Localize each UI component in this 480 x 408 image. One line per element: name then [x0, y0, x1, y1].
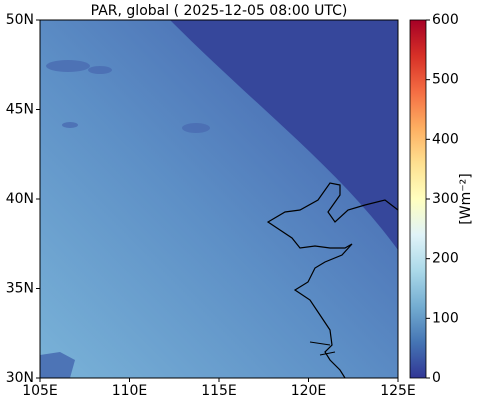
colorbar-tick-label: 100 [432, 310, 459, 326]
y-tick-label: 40N [6, 191, 34, 207]
cloud-patches [46, 60, 210, 133]
x-tick-label: 110E [112, 383, 148, 399]
colorbar-tick-label: 0 [432, 370, 441, 386]
y-tick-label: 35N [6, 281, 34, 297]
colorbar-tick-label: 300 [432, 191, 459, 207]
cloud-patch [40, 352, 75, 378]
colorbar-tick-label: 200 [432, 251, 459, 267]
x-tick-label: 120E [291, 383, 327, 399]
colorbar-tick-label: 400 [432, 131, 459, 147]
y-tick-label: 30N [6, 370, 34, 386]
y-tick-label: 45N [6, 102, 34, 118]
colorbar [409, 19, 427, 379]
colorbar-label: [Wm⁻²] [458, 173, 474, 224]
x-tick-label: 105E [22, 383, 58, 399]
x-tick-label: 125E [380, 383, 416, 399]
map-area [40, 20, 398, 378]
x-tick-label: 115E [201, 383, 237, 399]
coastline [266, 182, 398, 378]
islands [309, 341, 336, 356]
night-region [170, 20, 398, 250]
colorbar-tick-label: 500 [432, 72, 459, 88]
y-tick-label: 50N [6, 12, 34, 28]
colorbar-tick-label: 600 [432, 12, 459, 28]
title: PAR, global ( 2025-12-05 08:00 UTC) [91, 3, 348, 19]
